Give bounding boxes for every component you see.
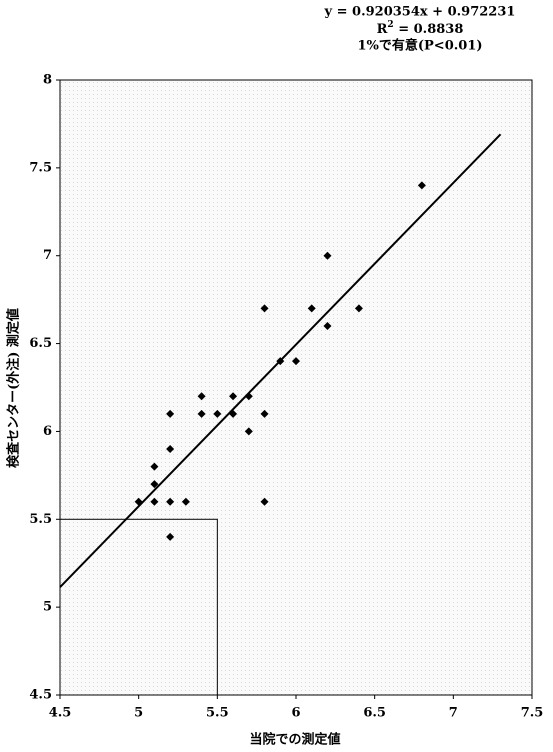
point: [166, 409, 175, 418]
equation: y = 0.920354x + 0.972231: [324, 5, 516, 20]
point: [166, 497, 175, 506]
point: [260, 304, 269, 313]
x-tick-label: 5: [134, 706, 143, 721]
x-tick-label: 4.5: [49, 706, 72, 721]
point: [229, 392, 238, 401]
point: [307, 304, 316, 313]
point: [354, 304, 363, 313]
x-tick-label: 7: [449, 706, 458, 721]
point: [197, 409, 206, 418]
plot-area: [59, 79, 533, 696]
point: [323, 322, 332, 330]
y-tick-label: 5: [43, 600, 52, 615]
point: [166, 445, 175, 453]
y-tick-label: 5.5: [29, 512, 52, 527]
y-axis-label: 検査センター(外注) 測定値: [6, 308, 22, 468]
x-tick-label: 5.5: [206, 706, 229, 721]
y-tick-label: 4.5: [29, 688, 52, 703]
point: [181, 497, 190, 506]
r-label: R: [377, 22, 388, 37]
point: [229, 409, 238, 418]
y-tick-label: 6.5: [29, 336, 52, 351]
point: [323, 251, 332, 260]
y-tick-label: 7: [43, 248, 52, 263]
point: [292, 357, 300, 366]
point: [134, 497, 143, 506]
point: [166, 532, 175, 541]
point: [260, 497, 269, 506]
point: [150, 480, 159, 489]
point: [276, 357, 285, 366]
x-tick-label: 7.5: [521, 706, 544, 721]
y-tick-label: 7.5: [29, 160, 52, 175]
x-axis-label: 当院での測定値: [249, 732, 340, 748]
y-tick-label: 6: [43, 424, 52, 439]
point: [244, 392, 253, 401]
r-sup: 2: [387, 20, 393, 30]
point: [244, 427, 253, 436]
x-tick-label: 6.5: [363, 706, 386, 721]
point: [417, 181, 426, 190]
reference-box: [59, 518, 218, 696]
point: [197, 392, 206, 401]
r-squared: R2 = 0.8838: [377, 20, 464, 37]
point: [260, 409, 269, 418]
y-tick-label: 8: [43, 73, 52, 88]
significance: 1%で有意(P<0.01): [357, 38, 482, 54]
point: [150, 462, 159, 471]
point: [213, 409, 222, 418]
x-tick-label: 6: [291, 706, 300, 721]
r-value: = 0.8838: [394, 22, 464, 37]
point: [150, 497, 159, 506]
